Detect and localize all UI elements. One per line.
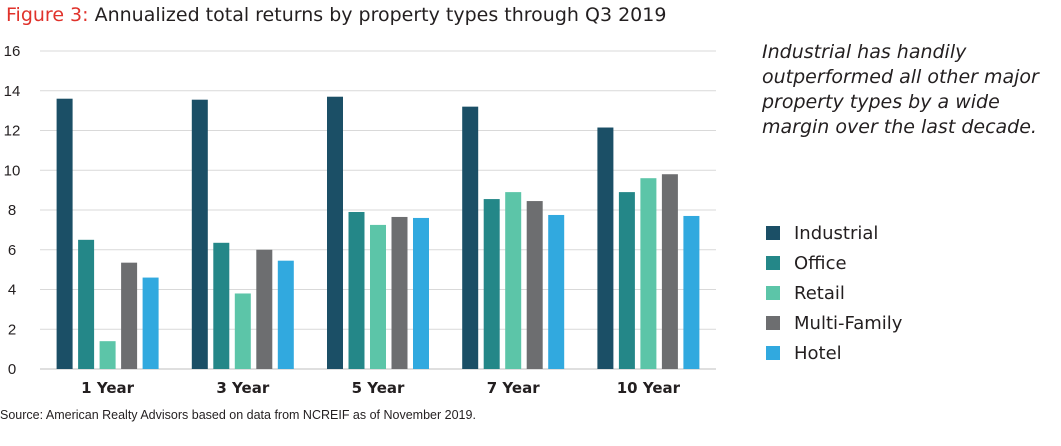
bar-retail	[505, 192, 522, 369]
chart-legend: Industrial Office Retail Multi-Family Hotel	[766, 218, 902, 368]
bar-retail	[370, 224, 386, 369]
bar-industrial	[597, 127, 614, 369]
legend-label: Industrial	[794, 222, 879, 244]
bar-office	[213, 242, 230, 369]
bar-industrial	[327, 96, 343, 370]
x-category-label: 5 Year	[352, 379, 405, 397]
bar-hotel	[277, 260, 294, 369]
y-tick-label: 4	[8, 282, 16, 299]
x-category-label: 1 Year	[81, 379, 134, 397]
legend-swatch	[766, 256, 780, 270]
bar-industrial	[462, 106, 479, 370]
y-tick-label: 0	[8, 361, 16, 378]
legend-swatch	[766, 286, 780, 300]
bar-hotel	[142, 277, 159, 369]
legend-swatch	[766, 316, 780, 330]
legend-item: Hotel	[766, 338, 902, 368]
bar-office	[483, 199, 500, 369]
bar-office	[348, 211, 365, 369]
y-tick-label: 2	[8, 321, 16, 338]
legend-item: Industrial	[766, 218, 902, 248]
legend-label: Office	[794, 252, 847, 274]
x-category-label: 3 Year	[216, 379, 269, 397]
bar-multi-family	[661, 174, 678, 369]
bar-multi-family	[391, 216, 408, 369]
bar-multi-family	[121, 262, 138, 369]
bar-industrial	[56, 98, 73, 369]
bar-hotel	[548, 214, 565, 369]
legend-label: Retail	[794, 282, 845, 304]
chart-title: Figure 3: Annualized total returns by pr…	[6, 4, 666, 26]
y-tick-label: 12	[4, 123, 21, 140]
legend-item: Retail	[766, 278, 902, 308]
bar-retail	[99, 341, 116, 369]
bar-industrial	[191, 99, 208, 369]
legend-label: Multi-Family	[794, 312, 903, 334]
source-note: Source: American Realty Advisors based o…	[0, 408, 476, 422]
legend-label: Hotel	[794, 342, 842, 364]
figure-title: Annualized total returns by property typ…	[94, 4, 667, 26]
bar-hotel	[413, 217, 429, 369]
bar-office	[618, 192, 635, 369]
legend-swatch	[766, 346, 780, 360]
bar-hotel	[683, 215, 700, 369]
y-tick-label: 8	[8, 202, 16, 219]
legend-swatch	[766, 226, 780, 240]
legend-item: Office	[766, 248, 902, 278]
x-category-label: 10 Year	[617, 379, 681, 397]
bar-office	[78, 239, 95, 369]
bar-multi-family	[256, 249, 273, 369]
bar-chart: 0 2 4 6 8 10 12 14 16 1 Year 3 Year 5 Year 7 Year 10 …	[4, 43, 716, 397]
y-tick-label: 6	[8, 242, 16, 259]
bar-retail	[640, 178, 657, 369]
y-tick-label: 16	[4, 43, 21, 60]
x-category-label: 7 Year	[487, 379, 540, 397]
y-tick-label: 14	[4, 83, 21, 100]
figure-label: Figure 3:	[6, 4, 89, 26]
y-tick-label: 10	[4, 162, 21, 179]
chart-annotation: Industrial has handily outperformed all …	[762, 41, 1039, 138]
bar-multi-family	[526, 201, 543, 369]
legend-item: Multi-Family	[766, 308, 902, 338]
bar-retail	[234, 293, 251, 369]
